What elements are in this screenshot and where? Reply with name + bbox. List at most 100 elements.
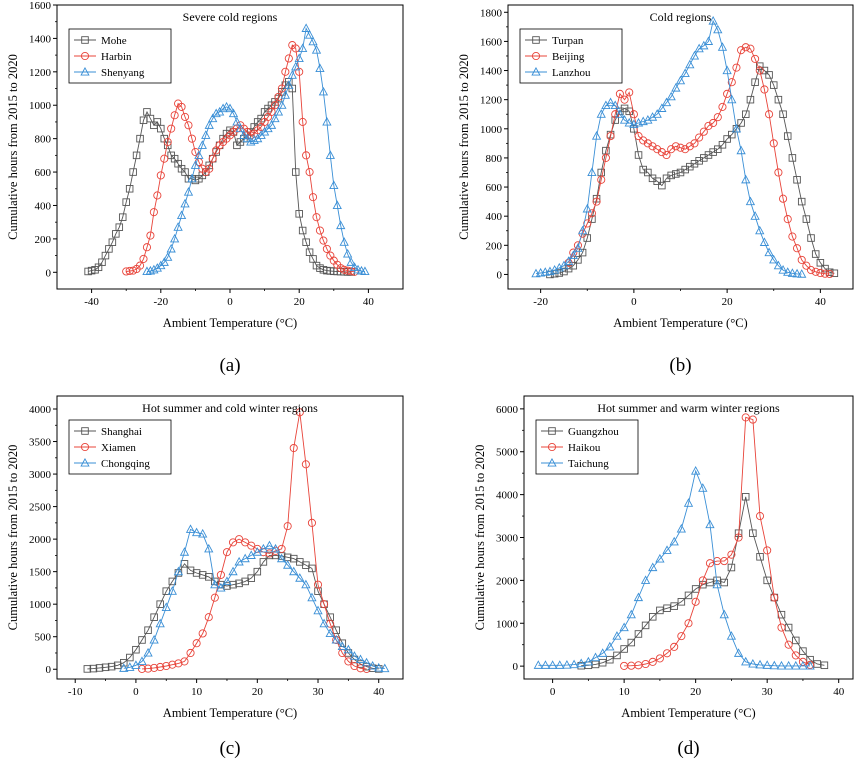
data-point [210,593,219,602]
data-point [755,512,765,521]
series-shenyang [142,23,370,276]
data-point [719,609,729,619]
data-point [784,640,793,649]
y-tick-label: 400 [486,211,503,223]
data-point [232,116,242,126]
x-tick-label: 0 [550,686,556,698]
data-point [723,135,731,143]
data-point [624,117,634,127]
y-tick-label: 1000 [496,618,519,630]
data-point [643,139,652,148]
data-point [284,54,293,63]
data-point [289,566,299,576]
data-point [126,653,134,662]
data-point [783,267,793,276]
data-point [201,130,211,139]
data-point [155,618,165,628]
data-point [774,95,783,104]
data-point [699,40,709,50]
data-point [159,257,169,266]
data-point [684,591,693,600]
data-point [311,45,322,54]
data-point [197,140,207,149]
x-axis-label: Ambient Temperature (°C) [621,706,755,720]
data-point [601,153,610,162]
data-point [691,585,700,593]
data-point [307,592,317,602]
data-point [596,109,606,118]
data-point [253,567,262,576]
data-point [315,63,325,73]
data-point [95,664,104,672]
data-point [346,257,356,266]
data-point [756,553,764,561]
data-point [149,264,159,274]
chart-panel-3: -10 0 10 20 30 40 0 500 1000 1500 2000 2500 3000 3500… [6,395,404,759]
data-point [283,560,293,569]
y-axis-label: Cumulative hours from 2015 to 2020 [6,445,20,631]
legend-marker [531,51,541,61]
data-point [156,171,165,180]
data-point [177,102,186,111]
data-point [294,53,304,63]
data-point [143,647,153,657]
data-point [298,43,308,52]
data-point [339,237,349,246]
data-point [783,660,794,670]
data-point [336,220,346,230]
data-point [760,85,769,94]
data-point [156,662,165,672]
data-point [312,213,321,222]
data-point [289,443,298,453]
data-point [763,546,772,555]
data-point [235,579,243,588]
data-point [144,664,153,673]
y-tick-label: 600 [35,167,52,179]
data-point [183,187,194,196]
data-point [799,647,807,655]
data-point [156,600,164,608]
data-point [115,223,124,231]
data-point [788,232,797,241]
data-point [689,50,700,60]
y-tick-label: 1600 [480,36,503,48]
data-point [657,148,666,157]
x-tick-label: -20 [533,296,548,308]
data-point [161,602,171,611]
data-point [367,660,378,670]
y-tick-label: 1000 [29,100,52,112]
data-point [577,225,588,235]
data-point [266,120,277,129]
data-point [295,573,305,582]
data-point [634,151,643,159]
legend-marker [80,66,90,76]
data-point [190,160,201,169]
data-point [728,130,736,139]
data-point [816,268,825,278]
data-point [691,597,700,606]
data-point [671,142,680,151]
data-point [150,663,159,672]
data-point [625,107,633,116]
data-point [598,658,607,667]
data-point [620,645,628,653]
data-point [113,661,122,670]
data-point [246,136,256,146]
data-point [706,578,714,587]
data-point [173,566,184,576]
data-point [742,110,750,118]
data-point [583,219,592,228]
data-point [132,151,141,160]
data-point [748,658,758,668]
data-point [681,145,690,154]
data-point [806,266,816,275]
legend-entry: Shanghai [101,426,142,438]
data-point [644,168,652,177]
data-point [734,533,743,542]
data-point [198,629,207,638]
data-point [301,23,311,32]
data-point [276,553,287,563]
data-point [746,95,755,104]
data-point [204,543,214,553]
data-point [315,226,325,235]
